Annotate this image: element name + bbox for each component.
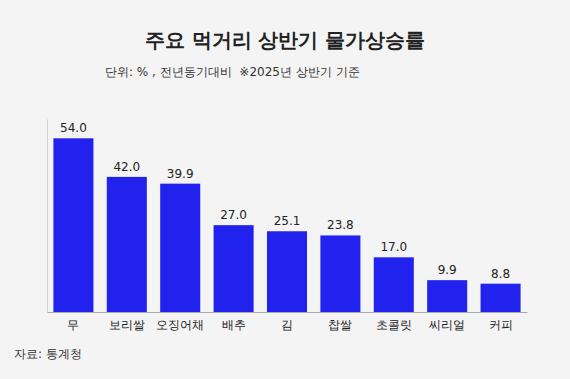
bar	[374, 257, 414, 312]
x-tick-label: 초콜릿	[376, 318, 412, 332]
bar	[214, 225, 254, 312]
data-label: 27.0	[220, 208, 247, 222]
bar	[53, 138, 93, 312]
x-tick-label: 커피	[489, 318, 513, 332]
x-tick-label: 무	[67, 318, 79, 332]
x-tick: 오징어채	[156, 312, 204, 332]
data-label: 25.1	[274, 214, 301, 228]
x-tick: 씨리얼	[429, 312, 465, 332]
chart: 주요 먹거리 상반기 물가상승률단위: % , 전년동기대비 ※2025년 상반…	[0, 0, 570, 379]
x-tick-label: 배추	[222, 318, 246, 332]
data-label: 54.0	[60, 121, 87, 135]
x-tick-label: 찹쌀	[328, 318, 352, 332]
data-label: 23.8	[327, 218, 354, 232]
x-tick: 초콜릿	[376, 312, 412, 332]
x-tick-label: 김	[281, 318, 293, 332]
x-axis-line	[48, 312, 528, 313]
data-label: 9.9	[438, 263, 457, 277]
x-axis: 무 보리쌀 오징어채 배추 김 찹쌀 초콜릿 씨리얼 커피	[48, 312, 528, 332]
bar	[160, 184, 200, 312]
data-labels: 54.0 42.0 39.9 27.0 25.1 23.8 17.0 9.9 8.8	[60, 121, 510, 280]
bar	[267, 231, 307, 312]
x-tick: 무	[67, 312, 79, 332]
x-tick: 보리쌀	[109, 312, 145, 332]
y-axis-line	[47, 120, 48, 313]
title: 주요 먹거리 상반기 물가상승률	[145, 28, 426, 52]
x-tick: 커피	[489, 312, 513, 332]
x-tick-label: 씨리얼	[429, 318, 465, 332]
data-label: 42.0	[113, 160, 140, 174]
bar	[427, 280, 467, 312]
y-axis	[47, 120, 48, 313]
data-label: 39.9	[167, 167, 194, 181]
data-label: 17.0	[380, 240, 407, 254]
background	[0, 0, 570, 379]
subtitle: 단위: % , 전년동기대비 ※2025년 상반기 기준	[105, 65, 360, 79]
x-tick: 찹쌀	[328, 312, 352, 332]
x-tick: 김	[281, 312, 293, 332]
bar	[320, 235, 360, 312]
data-label: 8.8	[491, 267, 510, 281]
x-tick: 배추	[222, 312, 246, 332]
source: 자료: 통계청	[14, 347, 82, 361]
bar	[481, 284, 521, 312]
x-tick-label: 보리쌀	[109, 318, 145, 332]
bars	[53, 138, 520, 312]
bar	[107, 177, 147, 312]
x-tick-label: 오징어채	[156, 318, 204, 332]
